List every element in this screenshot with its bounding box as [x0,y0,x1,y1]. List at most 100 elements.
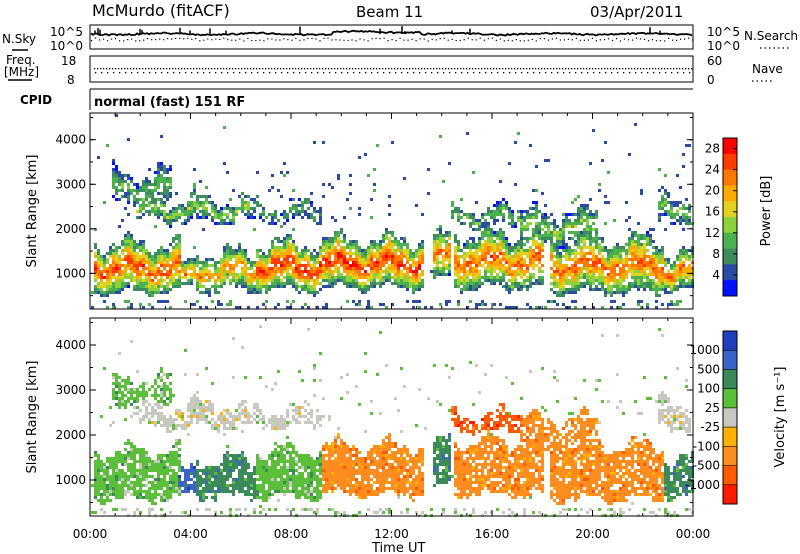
velocity-cell [151,409,154,412]
power-cell [151,288,154,291]
power-cell [139,264,142,267]
power-cell [103,300,106,303]
velocity-cell [130,484,133,487]
velocity-cell [133,511,136,514]
power-cell [118,183,121,186]
velocity-cell [127,490,130,493]
noise-search-point [131,38,133,40]
velocity-cell [178,439,181,442]
power-cell [625,258,628,261]
power-cell [661,258,664,261]
power-cell [553,255,556,258]
power-cell [196,261,199,264]
power-ylabel: Slant Range [km] [25,155,40,268]
power-cell [175,264,178,267]
power-cell [520,234,523,237]
power-cell [526,210,529,213]
power-cell [181,222,184,225]
velocity-cell [91,484,94,487]
velocity-cell [166,466,169,469]
power-cell [508,213,511,216]
velocity-cell [136,493,139,496]
power-cell [604,267,607,270]
power-cell [574,291,577,294]
power-cell [244,249,247,252]
power-cell [238,246,241,249]
power-cell [175,216,178,219]
noise-search-point [443,37,445,39]
power-cell [538,255,541,258]
power-cell [637,243,640,246]
power-cell [100,279,103,282]
power-cell [586,213,589,216]
power-cell [232,273,235,276]
power-cell [175,234,178,237]
power-cell [391,303,394,306]
power-cell [400,252,403,255]
power-cell [343,264,346,267]
power-cell [382,237,385,240]
power-cell [406,285,409,288]
power-cell [181,282,184,285]
power-cell [508,252,511,255]
power-cell [313,270,316,273]
power-cell [268,261,271,264]
velocity-cell [208,472,211,475]
velocity-cell [175,481,178,484]
power-cell [445,234,448,237]
power-cell [637,234,640,237]
velocity-cell [172,481,175,484]
power-cell [481,216,484,219]
power-cell [628,249,631,252]
velocity-cell [97,466,100,469]
power-cell [685,270,688,273]
power-cell [646,276,649,279]
velocity-cell [127,391,130,394]
power-cell [166,222,169,225]
nave-point [409,68,411,70]
power-cell [361,285,364,288]
power-cell [523,249,526,252]
power-cell [130,243,133,246]
power-cell [679,201,682,204]
power-cell [610,288,613,291]
power-cell [553,276,556,279]
power-cell [169,255,172,258]
velocity-cell [133,481,136,484]
noise-search-point [163,39,165,41]
power-cell [640,300,643,303]
power-cell [661,255,664,258]
velocity-cell [184,478,187,481]
power-cell [391,270,394,273]
velocity-cell [178,469,181,472]
power-cell [184,264,187,267]
power-cell [319,273,322,276]
velocity-cell [205,487,208,490]
velocity-cell [100,484,103,487]
power-cell [130,234,133,237]
noise-search-point [668,37,670,39]
power-cell [400,273,403,276]
velocity-cell [139,475,142,478]
velocity-cell [145,415,148,418]
power-cell [583,243,586,246]
power-cell [139,288,142,291]
power-cell [676,270,679,273]
velocity-cell [145,451,148,454]
power-cell [649,273,652,276]
power-cell [274,216,277,219]
nave-point [424,68,426,70]
power-cell [286,264,289,267]
power-cell [148,183,151,186]
power-cell [382,249,385,252]
power-cell [529,261,532,264]
power-cell [301,252,304,255]
power-cell [196,288,199,291]
power-cell [640,285,643,288]
power-cell [157,210,160,213]
power-cell [232,222,235,225]
power-cell [481,237,484,240]
power-cell [127,174,130,177]
power-cell [145,189,148,192]
power-cell [349,183,352,186]
